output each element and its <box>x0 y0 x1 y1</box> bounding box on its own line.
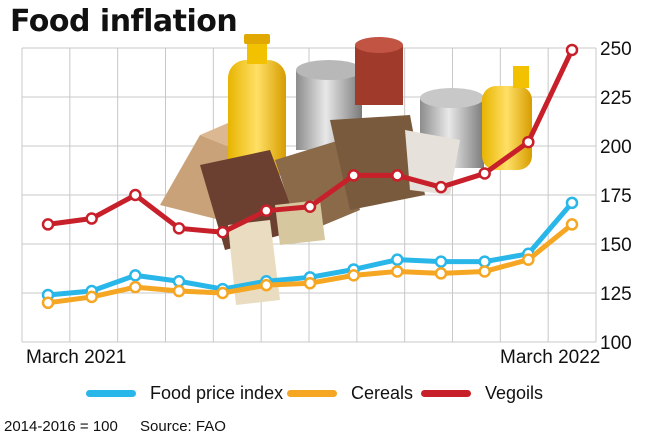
series-vegoils <box>41 43 579 239</box>
chart-title: Food inflation <box>10 4 238 39</box>
data-point <box>172 284 186 298</box>
y-tick-label: 200 <box>600 137 632 158</box>
data-point <box>391 253 404 266</box>
legend-label-food-price-index: Food price index <box>150 382 284 403</box>
data-point <box>522 135 535 149</box>
data-point <box>129 280 142 294</box>
data-point <box>347 269 360 282</box>
data-point <box>41 218 55 231</box>
data-point <box>129 269 142 282</box>
data-point <box>434 267 448 280</box>
data-point <box>85 212 98 225</box>
data-point <box>172 274 186 288</box>
y-tick-label: 225 <box>600 88 632 109</box>
data-point <box>216 286 229 300</box>
legend-item-cereals: Cereals <box>287 380 413 406</box>
data-point <box>41 296 55 310</box>
y-axis-ticks: 100 125 150 175 200 225 250 <box>600 39 632 354</box>
data-point <box>565 43 579 57</box>
legend-item-vegoils: Vegoils <box>421 380 543 406</box>
legend-label-vegoils: Vegoils <box>485 382 544 403</box>
data-point <box>565 218 579 231</box>
legend-swatch-cereals <box>287 389 337 397</box>
x-label-start: March 2021 <box>26 347 127 368</box>
legend-item-food-price-index: Food price index <box>86 380 283 406</box>
data-point <box>478 255 491 268</box>
footer-base-note: 2014-2016 = 100 <box>4 418 118 435</box>
series-lines <box>41 43 579 310</box>
data-point <box>260 278 273 292</box>
data-point <box>391 169 404 182</box>
y-tick-label: 100 <box>600 333 632 354</box>
data-point <box>478 265 491 278</box>
legend-label-cereals: Cereals <box>351 382 414 403</box>
data-point <box>129 188 142 202</box>
y-tick-label: 125 <box>600 284 632 305</box>
legend-swatch-vegoils <box>421 389 471 397</box>
food-products-photo <box>160 34 532 305</box>
y-tick-label: 175 <box>600 186 632 207</box>
series-cereals <box>41 218 579 310</box>
y-tick-label: 150 <box>600 235 632 256</box>
footer-source: Source: FAO <box>140 418 226 435</box>
data-point <box>565 196 579 210</box>
data-point <box>347 169 360 182</box>
x-label-end: March 2022 <box>500 347 601 368</box>
data-point <box>434 255 448 268</box>
data-point <box>303 200 317 214</box>
data-point <box>391 265 404 278</box>
data-point <box>172 222 186 235</box>
data-point <box>478 167 491 180</box>
legend-swatch-food-price-index <box>86 389 136 397</box>
data-point <box>522 253 535 266</box>
data-point <box>85 290 98 304</box>
data-point <box>434 180 448 194</box>
data-point <box>216 225 229 239</box>
data-point <box>303 276 317 290</box>
y-tick-label: 250 <box>600 39 632 60</box>
data-point <box>260 204 273 217</box>
legend: Food price index Cereals Vegoils <box>0 380 660 406</box>
footer: 2014-2016 = 100 Source: FAO <box>4 418 244 435</box>
